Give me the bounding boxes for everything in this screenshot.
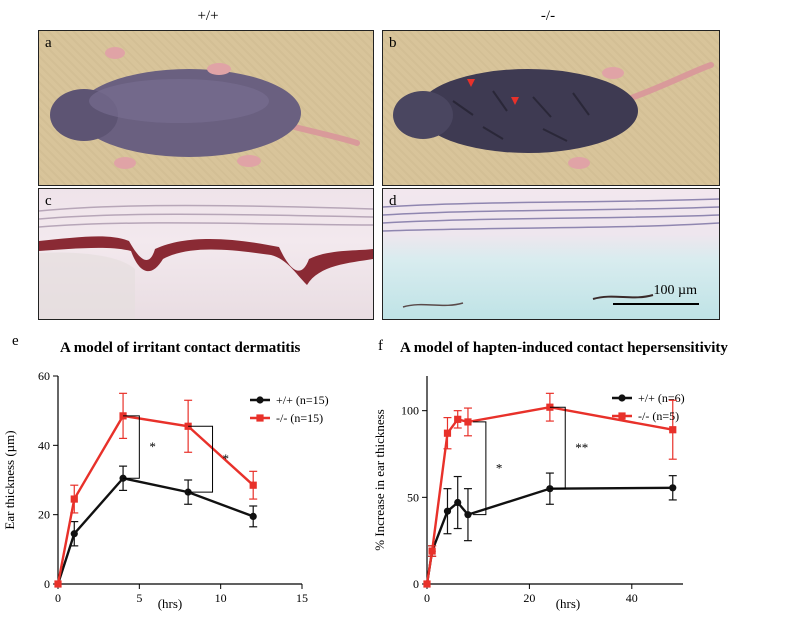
panel-letter-d: d [389, 193, 397, 209]
scale-bar [613, 303, 699, 305]
y-tick-label: 50 [407, 490, 419, 504]
knockout-mouse-illustration [393, 62, 714, 169]
chart-hapten-hypersensitivity: 0 20 40 0 50 100 (hrs) % Increase in ear thickn… [372, 376, 685, 611]
legend-marker [256, 414, 264, 422]
y-tick-label: 20 [38, 508, 50, 522]
legend-marker [618, 394, 626, 402]
data-point [249, 512, 257, 520]
data-point [443, 429, 452, 437]
significance-marker: * [223, 451, 230, 466]
y-tick-label: 0 [413, 577, 419, 591]
data-point [70, 495, 78, 503]
x-tick-label: 5 [136, 591, 142, 605]
lesion-marker-2 [511, 97, 519, 105]
figure-letter-f: f [378, 338, 383, 354]
x-tick-label: 40 [626, 591, 638, 605]
y-tick-label: 40 [38, 438, 50, 452]
photo-panel-a: a [38, 30, 374, 186]
y-tick-label: 0 [44, 577, 50, 591]
histology-panel-d: d 100 µm [382, 188, 720, 320]
x-tick-label: 0 [424, 591, 430, 605]
legend-marker [256, 396, 264, 404]
data-point [70, 530, 78, 538]
chart-irritant-dermatitis: 0 5 10 15 0 20 40 60 (hrs) Ear thickness (µm) +/+ … [2, 369, 329, 611]
wildtype-histology-illustration [39, 204, 373, 319]
legend-label: +/+ (n=15) [276, 393, 329, 407]
panel-letter-b: b [389, 35, 397, 51]
data-point [428, 547, 436, 555]
scale-bar-label: 100 µm [653, 283, 697, 298]
y-axis-label: % Increase in ear thickness [372, 409, 387, 551]
y-tick-label: 60 [38, 369, 50, 383]
data-point [443, 507, 452, 515]
data-point [464, 418, 472, 426]
x-tick-label: 20 [523, 591, 535, 605]
data-point [454, 415, 462, 423]
data-point [54, 580, 62, 588]
column-header-wildtype: +/+ [197, 8, 219, 24]
chart-title-f: A model of hapten-induced contact hepers… [400, 340, 728, 356]
significance-marker: * [496, 460, 503, 475]
knockout-histology-illustration [383, 198, 719, 308]
significance-bracket [123, 415, 140, 479]
significance-bracket [473, 421, 487, 516]
series-line [56, 476, 254, 585]
panel-letter-c: c [45, 193, 52, 209]
y-axis-label: Ear thickness (µm) [2, 430, 17, 529]
panel-letter-a: a [45, 35, 52, 51]
x-axis-label: (hrs) [556, 596, 581, 611]
photo-panel-b: b [382, 30, 720, 186]
lesion-marker-1 [467, 79, 475, 87]
legend-label: -/- (n=5) [638, 409, 679, 423]
legend-label: -/- (n=15) [276, 411, 323, 425]
wildtype-mouse-illustration [50, 47, 360, 169]
x-tick-label: 10 [215, 591, 227, 605]
significance-marker: * [149, 439, 156, 454]
significance-marker: ** [575, 440, 588, 455]
x-axis-label: (hrs) [158, 596, 183, 611]
legend-marker [618, 412, 626, 420]
data-point [669, 484, 677, 492]
histology-panel-c: c [38, 188, 374, 320]
data-point [249, 481, 257, 489]
chart-title-e: A model of irritant contact dermatitis [60, 340, 301, 356]
y-tick-label: 100 [401, 404, 419, 418]
column-header-knockout: -/- [540, 8, 556, 24]
x-tick-label: 15 [296, 591, 308, 605]
significance-bracket [549, 406, 566, 490]
data-point [423, 580, 431, 588]
figure-letter-e: e [12, 333, 19, 349]
data-point [669, 426, 677, 434]
x-tick-label: 0 [55, 591, 61, 605]
data-point [464, 511, 472, 519]
data-point [454, 498, 462, 507]
legend-label: +/+ (n=6) [638, 391, 685, 405]
significance-bracket [188, 425, 214, 493]
